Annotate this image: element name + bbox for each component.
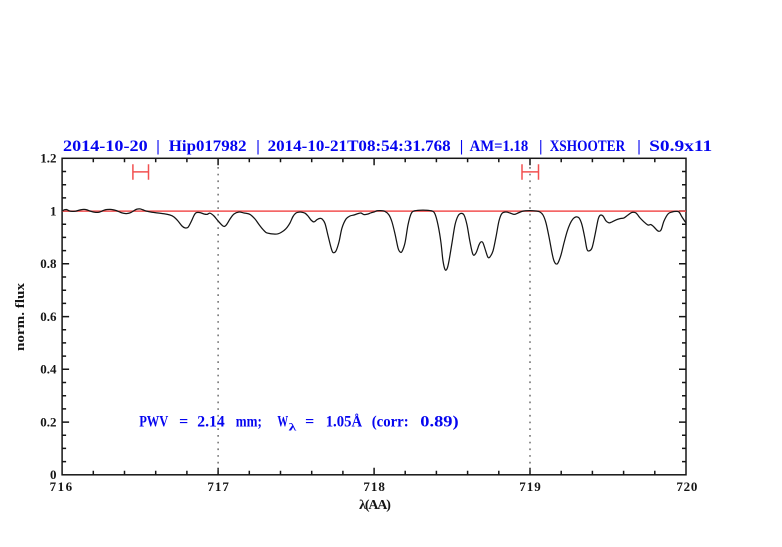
svg-text:716: 716 <box>50 479 73 494</box>
svg-text:=: = <box>305 414 314 431</box>
svg-text:720: 720 <box>676 479 697 494</box>
svg-text:norm. flux: norm. flux <box>12 282 27 351</box>
svg-text:717: 717 <box>207 479 229 494</box>
svg-text:|: | <box>156 138 160 155</box>
svg-text:0: 0 <box>50 467 57 482</box>
svg-text:Hip017982: Hip017982 <box>169 138 247 155</box>
svg-text:λ: λ <box>289 422 297 434</box>
svg-text:mm;: mm; <box>236 414 262 431</box>
svg-text:|: | <box>256 138 260 155</box>
svg-text:2014-10-21T08:54:31.768: 2014-10-21T08:54:31.768 <box>268 138 451 155</box>
svg-text:1: 1 <box>50 204 57 219</box>
svg-text:|: | <box>460 138 464 155</box>
svg-text:λ(AA): λ(AA) <box>359 498 391 513</box>
svg-text:2.14: 2.14 <box>197 414 225 431</box>
svg-text:=: = <box>179 414 188 431</box>
svg-text:0.89): 0.89) <box>420 414 458 431</box>
svg-text:(corr:: (corr: <box>372 414 409 431</box>
svg-text:AM=1.18: AM=1.18 <box>470 138 529 155</box>
svg-text:2014-10-20: 2014-10-20 <box>63 138 148 155</box>
svg-text:0.8: 0.8 <box>40 256 57 271</box>
svg-text:PWV: PWV <box>139 414 169 431</box>
svg-text:0.2: 0.2 <box>40 414 56 429</box>
svg-text:1.2: 1.2 <box>40 151 56 166</box>
svg-text:S0.9x11: S0.9x11 <box>649 138 712 155</box>
svg-text:0.6: 0.6 <box>40 309 57 324</box>
svg-text:W: W <box>277 414 288 431</box>
svg-text:718: 718 <box>363 479 385 494</box>
svg-text:XSHOOTER: XSHOOTER <box>550 138 626 155</box>
svg-text:0.4: 0.4 <box>40 362 57 377</box>
svg-text:719: 719 <box>519 479 541 494</box>
svg-text:|: | <box>637 138 641 155</box>
svg-text:1.05Å: 1.05Å <box>326 414 363 431</box>
svg-text:|: | <box>539 138 543 155</box>
